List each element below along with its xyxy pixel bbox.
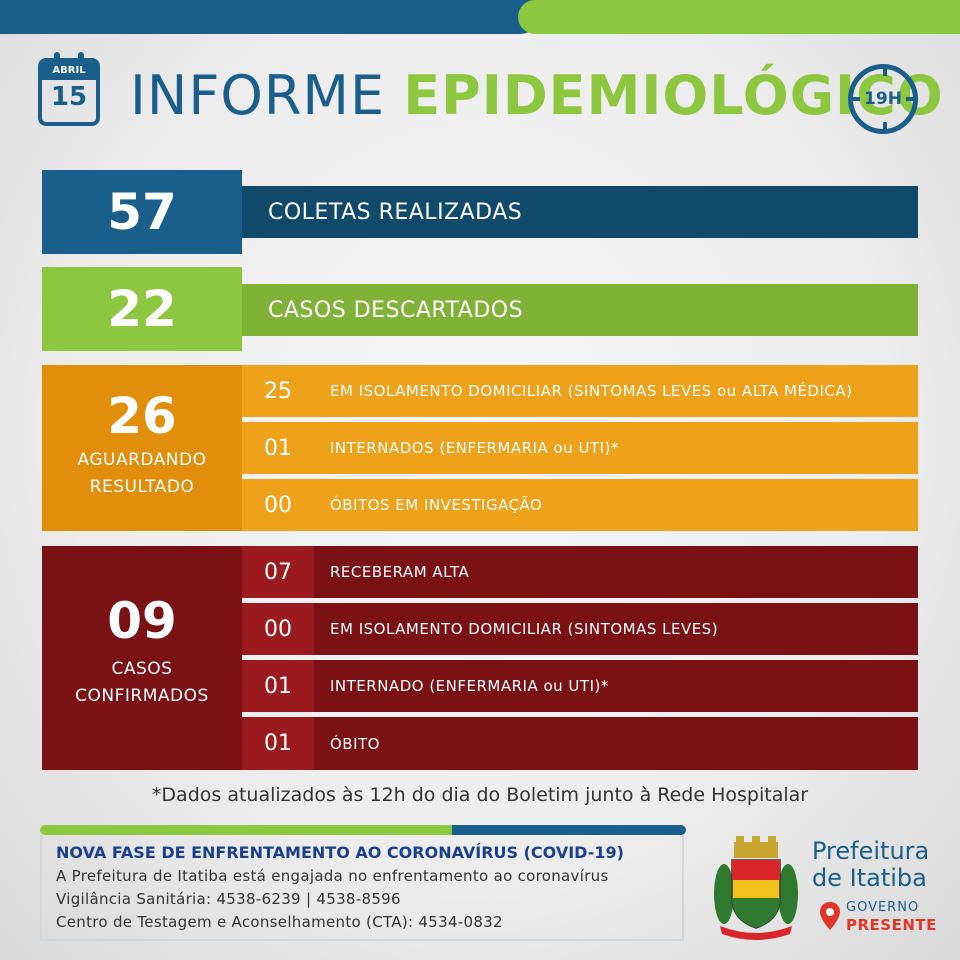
coletas-label: COLETAS REALIZADAS [268, 199, 523, 225]
top-bar-blue [0, 0, 540, 34]
time-label: 19H [864, 89, 902, 109]
aguardando-row: 00 ÓBITOS EM INVESTIGAÇÃO [242, 479, 918, 531]
row-number: 00 [242, 603, 314, 655]
coletas-count-box: 57 [42, 170, 242, 254]
city-crest-icon [714, 836, 798, 940]
row-label: ÓBITO [330, 734, 380, 753]
top-bar-green [518, 0, 960, 34]
coletas-banner: COLETAS REALIZADAS [242, 186, 918, 238]
aguardando-count: 26 [107, 387, 177, 445]
row-number: 25 [264, 378, 292, 404]
gov-line-2: PRESENTE [846, 916, 937, 934]
info-bar-green [40, 825, 460, 835]
row-number: 00 [264, 492, 292, 518]
calendar-day: 15 [50, 82, 88, 112]
info-line-3: Centro de Testagem e Aconselhamento (CTA… [56, 913, 503, 931]
row-label: EM ISOLAMENTO DOMICILIAR (SINTOMAS LEVES… [330, 382, 853, 400]
calendar-icon: ABRIL 15 [38, 52, 100, 126]
gov-line-1: GOVERNO [846, 900, 920, 915]
confirmados-label-1: CASOS [111, 659, 173, 679]
row-number: 01 [242, 717, 314, 770]
footnote: *Dados atualizados às 12h do dia do Bole… [151, 784, 809, 806]
row-label: INTERNADO (ENFERMARIA ou UTI)* [330, 677, 609, 695]
aguardando-box: 26 AGUARDANDO RESULTADO [42, 365, 242, 531]
clock-icon: 19H [848, 64, 918, 134]
title-part1: INFORME [130, 64, 386, 127]
confirmados-row: 07 RECEBERAM ALTA [242, 546, 918, 598]
confirmados-row: 01 INTERNADO (ENFERMARIA ou UTI)* [242, 660, 918, 712]
aguardando-label-1: AGUARDANDO [77, 450, 207, 470]
confirmados-box: 09 CASOS CONFIRMADOS [42, 546, 242, 770]
confirmados-row: 00 EM ISOLAMENTO DOMICILIAR (SINTOMAS LE… [242, 603, 918, 655]
confirmados-count: 09 [107, 592, 177, 650]
aguardando-row: 01 INTERNADOS (ENFERMARIA ou UTI)* [242, 422, 918, 474]
aguardando-label-2: RESULTADO [89, 477, 195, 497]
row-number: 07 [242, 546, 314, 598]
location-pin-icon [820, 902, 840, 930]
descartados-count-box: 22 [42, 267, 242, 351]
calendar-month: ABRIL [42, 62, 96, 80]
aguardando-row: 25 EM ISOLAMENTO DOMICILIAR (SINTOMAS LE… [242, 365, 918, 417]
info-line-2: Vigilância Sanitária: 4538-6239 | 4538-8… [56, 890, 401, 908]
descartados-label: CASOS DESCARTADOS [268, 297, 524, 323]
row-number: 01 [264, 435, 292, 461]
prefeitura-logo-text: Prefeitura de Itatiba [812, 838, 929, 892]
row-label: RECEBERAM ALTA [330, 563, 470, 581]
calendar-ring [78, 52, 84, 66]
pref-line-1: Prefeitura [812, 837, 930, 865]
confirmados-row: 01 ÓBITO [242, 717, 918, 770]
row-label: INTERNADOS (ENFERMARIA ou UTI)* [330, 439, 619, 457]
descartados-banner: CASOS DESCARTADOS [242, 284, 918, 336]
info-line-1: A Prefeitura de Itatiba está engajada no… [56, 867, 609, 885]
row-label: EM ISOLAMENTO DOMICILIAR (SINTOMAS LEVES… [330, 620, 719, 638]
confirmados-label-2: CONFIRMADOS [75, 686, 209, 706]
row-label: ÓBITOS EM INVESTIGAÇÃO [330, 496, 543, 514]
calendar-ring [54, 52, 60, 66]
info-box: NOVA FASE DE ENFRENTAMENTO AO CORONAVÍRU… [40, 835, 684, 941]
info-bar-blue [452, 825, 686, 835]
pref-line-2: de Itatiba [812, 864, 927, 892]
row-number: 01 [242, 660, 314, 712]
coletas-count: 57 [107, 183, 177, 241]
descartados-count: 22 [107, 280, 177, 338]
info-heading: NOVA FASE DE ENFRENTAMENTO AO CORONAVÍRU… [56, 843, 624, 862]
page-title: INFORME EPIDEMIOLÓGICO [130, 64, 944, 127]
